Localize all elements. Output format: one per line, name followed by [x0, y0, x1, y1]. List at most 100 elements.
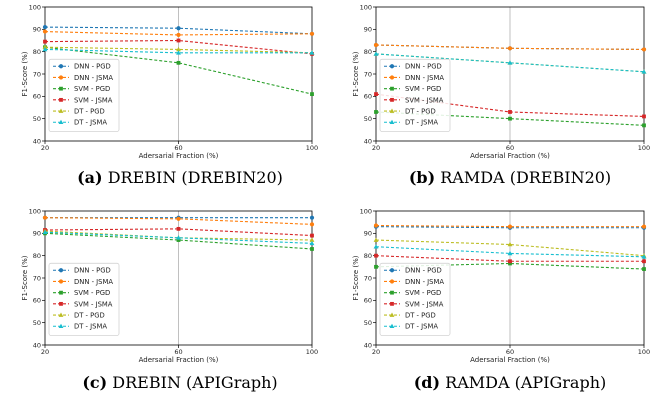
y-tick-label: 80: [33, 48, 41, 56]
data-point: [176, 46, 181, 52]
y-tick-label: 100: [360, 207, 372, 215]
x-tick-label: 100: [638, 144, 650, 152]
series-line-5: [44, 231, 313, 244]
data-point: [176, 50, 181, 55]
legend-marker: [390, 301, 394, 306]
x-axis-label: Adersarial Fraction (%): [139, 356, 219, 364]
legend-label: DNN - PGD: [74, 63, 111, 71]
legend-marker: [58, 268, 64, 273]
x-tick-label: 100: [638, 348, 650, 356]
legend-marker: [58, 108, 64, 113]
caption: (d) RAMDA (APIGraph): [414, 373, 607, 392]
y-tick-label: 70: [364, 274, 372, 282]
legend-marker: [59, 97, 63, 102]
data-point: [176, 60, 181, 65]
y-axis-label: F1-Score (%): [352, 255, 360, 300]
legend-marker: [389, 119, 395, 125]
series-line-5: [44, 48, 312, 54]
data-point: [176, 26, 181, 31]
data-point: [507, 46, 513, 51]
legend-marker: [389, 64, 395, 69]
legend-marker: [59, 290, 63, 295]
data-point: [641, 47, 647, 52]
y-tick-label: 90: [33, 230, 41, 238]
data-point: [374, 264, 378, 269]
y-tick-label: 80: [33, 252, 41, 260]
data-point: [642, 267, 646, 271]
x-axis-label: Adersarial Fraction (%): [139, 152, 219, 160]
y-tick-label: 60: [33, 297, 41, 305]
legend-marker: [58, 64, 64, 69]
y-tick-label: 40: [33, 341, 41, 349]
data-point: [309, 237, 315, 242]
legend-marker: [390, 97, 394, 102]
x-tick-label: 60: [174, 144, 182, 152]
x-tick-label: 20: [372, 348, 380, 356]
data-point: [373, 244, 379, 249]
legend-marker: [389, 108, 395, 113]
legend-label: SVM - JSMA: [74, 96, 113, 104]
x-tick-label: 100: [306, 348, 318, 356]
data-point: [641, 69, 647, 74]
legend-marker: [389, 75, 395, 80]
y-tick-label: 90: [364, 26, 372, 34]
series-line-0: [44, 26, 313, 35]
chart-panel-0: 40 50 60 70 80 90 100 20 60 100 Adersarial Fractio…: [21, 3, 318, 187]
x-tick-label: 100: [306, 144, 318, 152]
data-point: [374, 110, 378, 114]
y-tick-label: 100: [29, 207, 41, 215]
y-tick-label: 50: [364, 115, 372, 123]
legend-label: DNN - JSMA: [74, 278, 113, 286]
legend-marker: [59, 301, 63, 306]
data-point: [373, 42, 379, 48]
series-line-2: [44, 46, 313, 95]
y-tick-label: 70: [33, 274, 41, 282]
x-tick-label: 60: [506, 348, 514, 356]
legend-label: DNN - PGD: [74, 267, 111, 275]
legend-label: DNN - JSMA: [405, 74, 444, 82]
legend-label: SVM - JSMA: [405, 96, 444, 104]
data-point: [508, 261, 512, 266]
data-point: [176, 32, 181, 38]
legend-label: DT - JSMA: [405, 323, 438, 331]
data-point: [373, 51, 379, 56]
legend-label: DNN - PGD: [405, 63, 442, 71]
legend-label: DT - PGD: [405, 311, 436, 319]
caption: (a) DREBIN (DREBIN20): [77, 168, 283, 187]
data-point: [374, 253, 378, 258]
y-axis-label: F1-Score (%): [21, 255, 29, 300]
data-point: [42, 215, 48, 220]
legend-marker: [390, 290, 394, 295]
y-tick-label: 40: [364, 137, 372, 145]
caption: (c) DREBIN (APIGraph): [82, 373, 277, 392]
series-line-3: [44, 228, 313, 237]
y-tick-label: 90: [364, 230, 372, 238]
series-line-1: [44, 217, 313, 225]
x-tick-label: 20: [372, 144, 380, 152]
y-tick-label: 100: [29, 3, 41, 11]
legend-label: SVM - PGD: [74, 289, 110, 297]
x-tick-label: 60: [506, 144, 514, 152]
data-point: [176, 238, 181, 242]
legend-label: DT - JSMA: [74, 119, 107, 127]
legend-label: DNN - PGD: [405, 267, 442, 275]
data-point: [508, 259, 512, 264]
x-tick-label: 20: [41, 348, 49, 356]
data-point: [641, 254, 647, 259]
data-point: [42, 229, 48, 235]
data-point: [309, 31, 315, 36]
chart-panel-1: 40 50 60 70 80 90 100 20 60 100 Adersarial Fractio…: [352, 3, 650, 187]
data-point: [508, 116, 512, 121]
data-point: [309, 215, 315, 220]
caption-label: (d): [414, 373, 440, 392]
legend-marker: [58, 75, 64, 80]
legend-label: SVM - PGD: [405, 85, 441, 93]
caption-label: (b): [409, 168, 435, 187]
data-point: [642, 259, 646, 264]
data-point: [42, 46, 48, 52]
y-tick-label: 60: [364, 93, 372, 101]
data-point: [309, 240, 315, 246]
data-point: [373, 223, 379, 228]
legend-marker: [58, 312, 64, 317]
